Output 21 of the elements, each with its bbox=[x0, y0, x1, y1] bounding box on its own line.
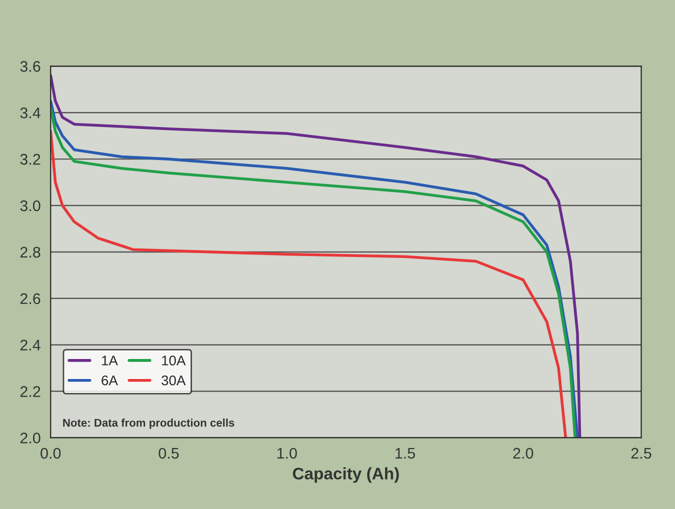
y-tick-label: 3.0 bbox=[20, 200, 40, 212]
y-tick-label: 3.6 bbox=[20, 61, 40, 72]
x-tick-label: 1.5 bbox=[396, 448, 415, 459]
x-axis-title: Capacity (Ah) bbox=[292, 467, 399, 483]
x-tick-label: 2.5 bbox=[631, 448, 652, 459]
y-tick-label: 2.6 bbox=[20, 293, 40, 304]
legend-label: 30A bbox=[162, 376, 186, 386]
annotation: Note: Data from production cells bbox=[63, 418, 234, 429]
legend-label: 10A bbox=[162, 356, 186, 366]
y-tick-label: 2.2 bbox=[20, 386, 40, 397]
y-tick-label: 2.0 bbox=[20, 432, 40, 444]
y-tick-label: 2.8 bbox=[20, 246, 40, 258]
legend-label: 1A bbox=[102, 356, 118, 366]
y-tick-label: 2.4 bbox=[20, 340, 40, 350]
x-tick-label: 1.0 bbox=[277, 448, 297, 459]
legend-label: 6A bbox=[102, 376, 118, 386]
x-tick-label: 2.0 bbox=[513, 448, 534, 459]
x-tick-label: 0.5 bbox=[158, 448, 179, 459]
x-tick-label: 0.0 bbox=[40, 448, 61, 459]
y-tick-label: 3.2 bbox=[20, 154, 40, 165]
y-tick-label: 3.4 bbox=[20, 107, 40, 118]
